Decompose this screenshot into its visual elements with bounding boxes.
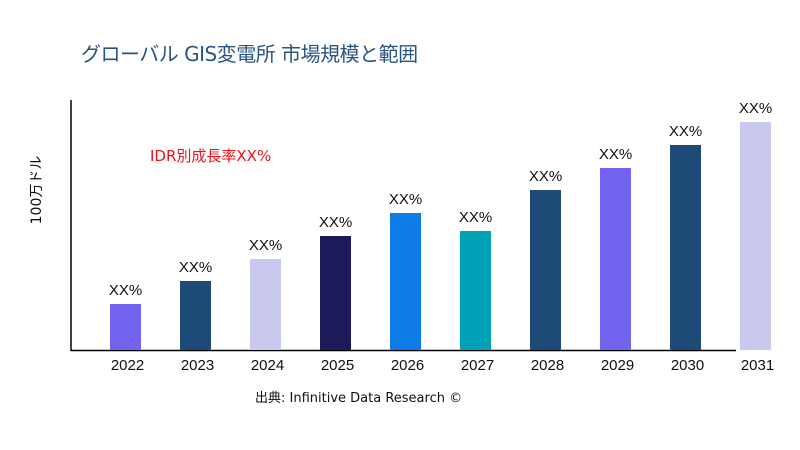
bar-2029	[600, 168, 631, 350]
bar-2031	[740, 122, 771, 350]
data-label-2029: XX%	[599, 146, 632, 163]
x-tick-label-2028: 2028	[531, 357, 564, 374]
data-label-2031: XX%	[739, 100, 772, 117]
data-label-2022: XX%	[109, 282, 142, 299]
x-tick-label-2022: 2022	[111, 357, 144, 374]
x-tick-label-2027: 2027	[461, 357, 494, 374]
x-tick-label-2023: 2023	[181, 357, 214, 374]
bar-2025	[320, 236, 351, 350]
bar-2024	[250, 259, 281, 350]
data-label-2030: XX%	[669, 123, 702, 140]
bar-2030	[670, 145, 701, 350]
x-tick-label-2026: 2026	[391, 357, 424, 374]
data-label-2023: XX%	[179, 259, 212, 276]
data-label-2024: XX%	[249, 237, 282, 254]
growth-rate-annotation: IDR別成長率XX%	[150, 147, 272, 165]
x-tick-label-2031: 2031	[741, 357, 774, 374]
x-tick-label-2029: 2029	[601, 357, 634, 374]
bar-2022	[110, 304, 141, 350]
bar-2023	[180, 281, 211, 350]
data-label-2026: XX%	[389, 191, 422, 208]
x-tick-label-2024: 2024	[251, 357, 284, 374]
data-label-2025: XX%	[319, 214, 352, 231]
data-label-2028: XX%	[529, 168, 562, 185]
x-tick-label-2025: 2025	[321, 357, 354, 374]
data-label-2027: XX%	[459, 209, 492, 226]
bar-2027	[460, 231, 491, 350]
chart-title: グローバル GIS変電所 市場規模と範囲	[81, 42, 418, 66]
x-tick-label-2030: 2030	[671, 357, 704, 374]
bar-2028	[530, 190, 561, 350]
source-note: 出典: Infinitive Data Research ©	[255, 391, 463, 406]
bar-2026	[390, 213, 421, 350]
